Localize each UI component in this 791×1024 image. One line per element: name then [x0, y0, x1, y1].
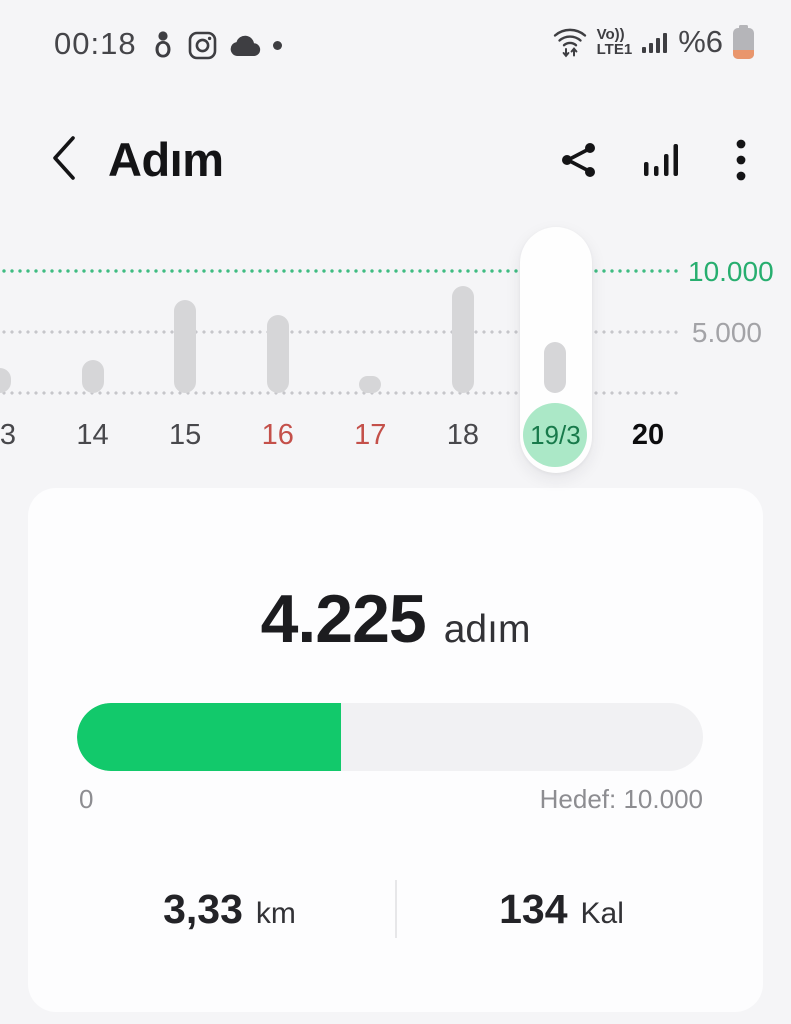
- notification-dot: [273, 40, 282, 50]
- distance-unit: km: [255, 896, 296, 930]
- distance-calories-row: 3,33 km 134 Kal: [28, 880, 763, 938]
- chart-bar-19/3[interactable]: [544, 341, 567, 393]
- stat-divider: [394, 880, 397, 938]
- status-bar: 00:18 Vo)) LTE1: [0, 0, 791, 72]
- cloud-icon: [229, 33, 261, 57]
- steps-summary-card: 4.225 adım 0 Hedef: 10.000 3,33 km 134 K…: [28, 488, 763, 1012]
- x-label-day-16[interactable]: 16: [261, 419, 294, 451]
- volte-indicator: Vo)) LTE1: [597, 27, 633, 57]
- x-label-day-3[interactable]: 3: [0, 419, 17, 451]
- distance-value: 3,33: [163, 885, 243, 932]
- calories-stat: 134 Kal: [397, 886, 727, 933]
- chart-bar-16[interactable]: [266, 314, 289, 393]
- gridline-baseline: [0, 391, 678, 395]
- distance-stat: 3,33 km: [65, 886, 395, 933]
- page-title: Adım: [108, 133, 224, 186]
- x-label-selected-day[interactable]: 19/3: [523, 403, 588, 467]
- steps-bar-chart: 10.000 5.000 3 14 15 16 17 18 19/3 20: [0, 220, 791, 478]
- instagram-icon: [188, 31, 217, 60]
- trends-chart-button[interactable]: [640, 130, 680, 190]
- person-icon: [150, 30, 176, 60]
- more-menu-button[interactable]: [721, 130, 761, 190]
- calories-unit: Kal: [580, 896, 624, 930]
- share-button[interactable]: [559, 130, 599, 190]
- app-header: Adım: [0, 108, 791, 208]
- chart-bar-14[interactable]: [81, 360, 104, 393]
- notification-icons: [150, 30, 282, 60]
- steps-value: 4.225: [260, 581, 427, 657]
- clock: 00:18: [54, 26, 137, 61]
- calories-value: 134: [499, 885, 568, 932]
- goal-progress-bar: [77, 703, 703, 771]
- volte-bottom-label: LTE1: [596, 41, 633, 58]
- y-axis-tick-half: 5.000: [691, 317, 762, 348]
- chart-bar-15[interactable]: [174, 299, 197, 393]
- back-button[interactable]: [40, 130, 88, 186]
- x-label-day-18[interactable]: 18: [446, 419, 479, 451]
- progress-range-labels: 0 Hedef: 10.000: [79, 784, 703, 815]
- status-indicators: Vo)) LTE1 %6: [552, 24, 755, 60]
- x-label-day-17[interactable]: 17: [354, 419, 387, 451]
- battery-icon: [732, 24, 755, 60]
- x-label-day-15[interactable]: 15: [168, 419, 202, 451]
- x-label-day-14[interactable]: 14: [76, 419, 109, 451]
- signal-strength-icon: [641, 28, 669, 56]
- chart-bar-3[interactable]: [0, 367, 11, 393]
- header-actions: [559, 128, 761, 192]
- progress-min-label: 0: [79, 784, 94, 814]
- progress-goal-label: Hedef: 10.000: [539, 784, 703, 814]
- progress-fill: [77, 703, 342, 771]
- x-label-day-20[interactable]: 20: [631, 419, 665, 451]
- steps-count-line: 4.225 adım: [28, 580, 763, 658]
- battery-percent-label: %6: [678, 24, 723, 59]
- y-axis-tick-goal: 10.000: [688, 256, 774, 287]
- goal-gridline-10000: [0, 269, 678, 273]
- wifi-icon: [552, 26, 588, 58]
- volte-top-label: Vo)): [596, 26, 625, 43]
- chart-bar-18[interactable]: [451, 285, 474, 393]
- gridline-5000: [0, 330, 678, 334]
- chart-bar-17[interactable]: [359, 376, 382, 393]
- steps-unit-label: adım: [443, 608, 531, 651]
